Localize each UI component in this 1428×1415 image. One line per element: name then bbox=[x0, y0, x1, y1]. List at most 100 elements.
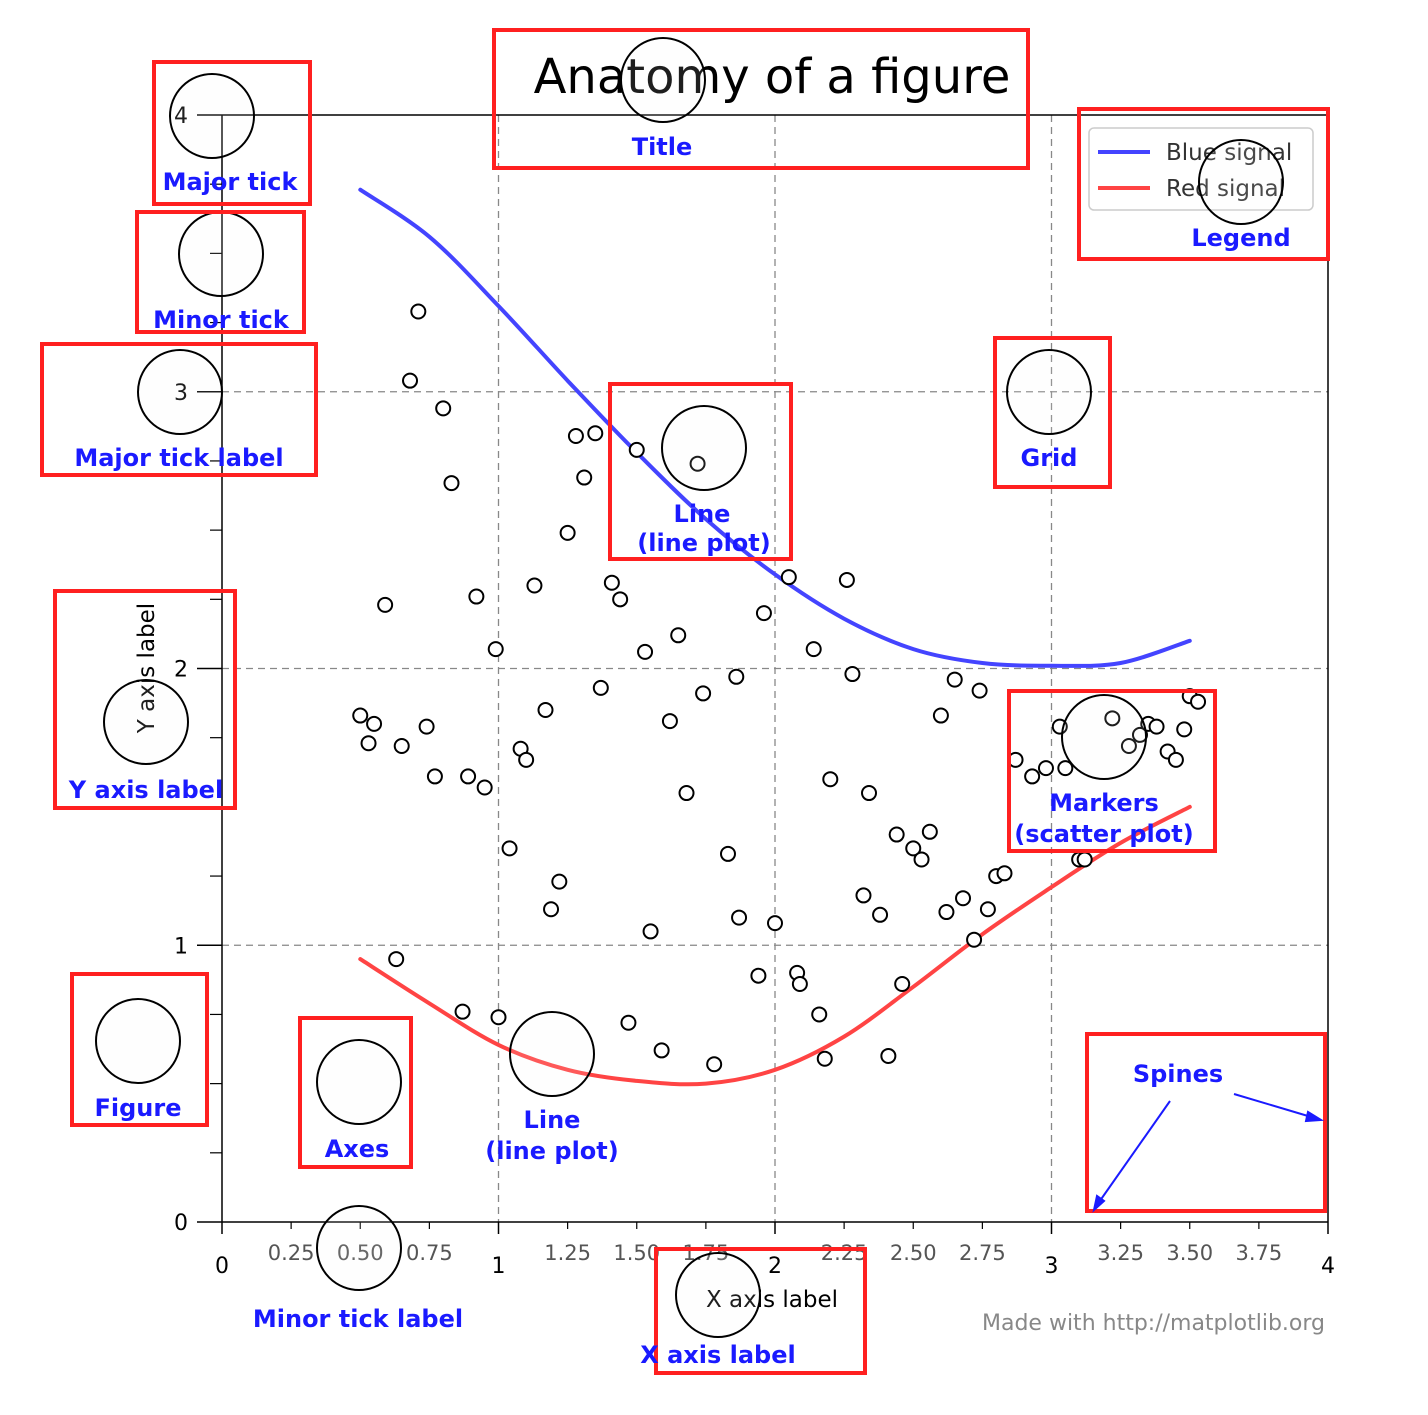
label-major-tick: Major tick bbox=[163, 168, 299, 196]
scatter-marker bbox=[1148, 718, 1165, 735]
scatter-marker bbox=[592, 679, 609, 696]
box-title bbox=[492, 28, 1030, 170]
scatter-marker bbox=[454, 1003, 471, 1020]
annotation-boxes bbox=[40, 28, 1330, 1375]
scatter-marker bbox=[637, 643, 654, 660]
scatter-marker bbox=[855, 887, 872, 904]
y-major-tick-label: 0 bbox=[174, 1211, 188, 1236]
label-y-axis-label: Y axis label bbox=[68, 776, 223, 804]
box-major-tick-label bbox=[40, 342, 318, 477]
label-x-axis-label: X axis label bbox=[640, 1341, 796, 1369]
scatter-marker bbox=[719, 845, 736, 862]
scatter-marker bbox=[706, 1056, 723, 1073]
scatter-marker bbox=[410, 303, 427, 320]
y-major-tick-label: 2 bbox=[174, 658, 188, 683]
x-minor-tick-label: 2.50 bbox=[890, 1241, 937, 1265]
scatter-marker bbox=[888, 826, 905, 843]
scatter-marker bbox=[767, 915, 783, 932]
circle-minor-tick bbox=[178, 211, 264, 297]
scatter-marker bbox=[805, 641, 822, 658]
x-minor-tick-label: 3.50 bbox=[1166, 1241, 1213, 1265]
scatter-marker bbox=[1076, 851, 1093, 868]
scatter-marker bbox=[728, 668, 745, 685]
x-minor-tick-label: 2.25 bbox=[821, 1241, 868, 1265]
scatter-marker bbox=[1104, 710, 1121, 727]
x-major-tick-label: 3 bbox=[1045, 1254, 1059, 1279]
scatter-marker bbox=[905, 840, 922, 857]
scatter-marker bbox=[838, 571, 855, 588]
y-major-tick-label: 3 bbox=[174, 381, 188, 406]
box-axes bbox=[298, 1016, 413, 1169]
scatter-marker bbox=[628, 441, 645, 458]
scatter-marker bbox=[932, 707, 949, 724]
scatter-marker bbox=[551, 873, 568, 890]
label-major-tick-label: Major tick label bbox=[74, 444, 283, 472]
x-major-tick-label: 4 bbox=[1321, 1254, 1335, 1279]
label-line-bottom-1: Line bbox=[524, 1106, 581, 1134]
scatter-marker bbox=[443, 475, 460, 492]
box-figure bbox=[70, 972, 209, 1127]
y-axis-label: Y axis label bbox=[134, 603, 160, 734]
scatter-marker bbox=[1190, 693, 1207, 710]
scatter-marker bbox=[360, 735, 377, 752]
label-spines: Spines bbox=[1133, 1060, 1223, 1088]
spines-arrowhead-right bbox=[1304, 1110, 1325, 1123]
scatter-marker bbox=[388, 951, 405, 968]
y-major-tick-label: 4 bbox=[174, 104, 188, 129]
spines-arrows bbox=[1092, 1093, 1325, 1213]
label-markers-2: (scatter plot) bbox=[1014, 820, 1193, 848]
scatter-marker bbox=[894, 975, 911, 992]
box-y-axis-label bbox=[53, 589, 237, 810]
scatter-marker bbox=[435, 400, 452, 417]
tick-labels: 0 1 2 3 40.25 0.50 0.75 1.25 1.50 1.75 2.25 2.50 2.7… bbox=[174, 104, 1335, 1279]
scatter-marker bbox=[468, 588, 485, 605]
red-signal-line bbox=[358, 804, 1192, 1087]
scatter-marker bbox=[670, 627, 687, 644]
circle-figure bbox=[95, 998, 181, 1084]
scatter-marker bbox=[750, 967, 767, 984]
x-minor-tick-label: 1.50 bbox=[613, 1241, 660, 1265]
circle-grid bbox=[1006, 349, 1092, 435]
scatter-marker bbox=[780, 569, 797, 586]
scatter-marker bbox=[567, 428, 584, 445]
scatter-marker bbox=[653, 1042, 670, 1059]
scatter-marker bbox=[1037, 760, 1054, 777]
x-major-tick-label: 1 bbox=[492, 1254, 506, 1279]
scatter-marker bbox=[913, 851, 930, 868]
scatter-marker bbox=[460, 768, 477, 785]
circle-line-top bbox=[661, 405, 747, 491]
y-major-tick-label: 1 bbox=[174, 934, 188, 959]
label-figure: Figure bbox=[95, 1094, 182, 1122]
scatter-marker bbox=[946, 671, 963, 688]
label-minor-tick: Minor tick bbox=[153, 306, 290, 334]
label-line-top-2: (line plot) bbox=[637, 529, 770, 557]
circle-major-tick bbox=[169, 73, 255, 159]
box-markers bbox=[1007, 689, 1217, 853]
scatter-marker bbox=[861, 785, 878, 802]
scatter-marker bbox=[576, 469, 593, 486]
scatter-marker bbox=[822, 771, 839, 788]
x-minor-tick-label: 2.75 bbox=[959, 1241, 1006, 1265]
label-grid: Grid bbox=[1021, 444, 1078, 472]
x-minor-tick-label: 0.50 bbox=[337, 1241, 384, 1265]
scatter-marker bbox=[1057, 760, 1074, 777]
scatter-marker bbox=[526, 577, 543, 594]
spines-arrow-right bbox=[1233, 1093, 1319, 1120]
scatter-marker bbox=[872, 906, 889, 923]
scatter-marker bbox=[620, 1014, 637, 1031]
label-line-top-1: Line bbox=[674, 500, 731, 528]
x-minor-tick-label: 0.25 bbox=[268, 1241, 315, 1265]
label-line-bottom-2: (line plot) bbox=[485, 1137, 618, 1165]
x-minor-tick-label: 3.75 bbox=[1235, 1241, 1282, 1265]
box-spines bbox=[1085, 1032, 1327, 1213]
scatter-marker bbox=[689, 455, 706, 472]
scatter-marker bbox=[612, 591, 629, 608]
legend-label-red: Red signal bbox=[1166, 176, 1285, 202]
scatter-marker bbox=[402, 372, 419, 389]
scatter-marker bbox=[996, 865, 1013, 882]
scatter-marker bbox=[490, 1009, 507, 1026]
scatter-marker bbox=[1120, 737, 1137, 754]
spines-arrowhead-left bbox=[1092, 1194, 1106, 1213]
scatter-marker bbox=[979, 901, 996, 918]
